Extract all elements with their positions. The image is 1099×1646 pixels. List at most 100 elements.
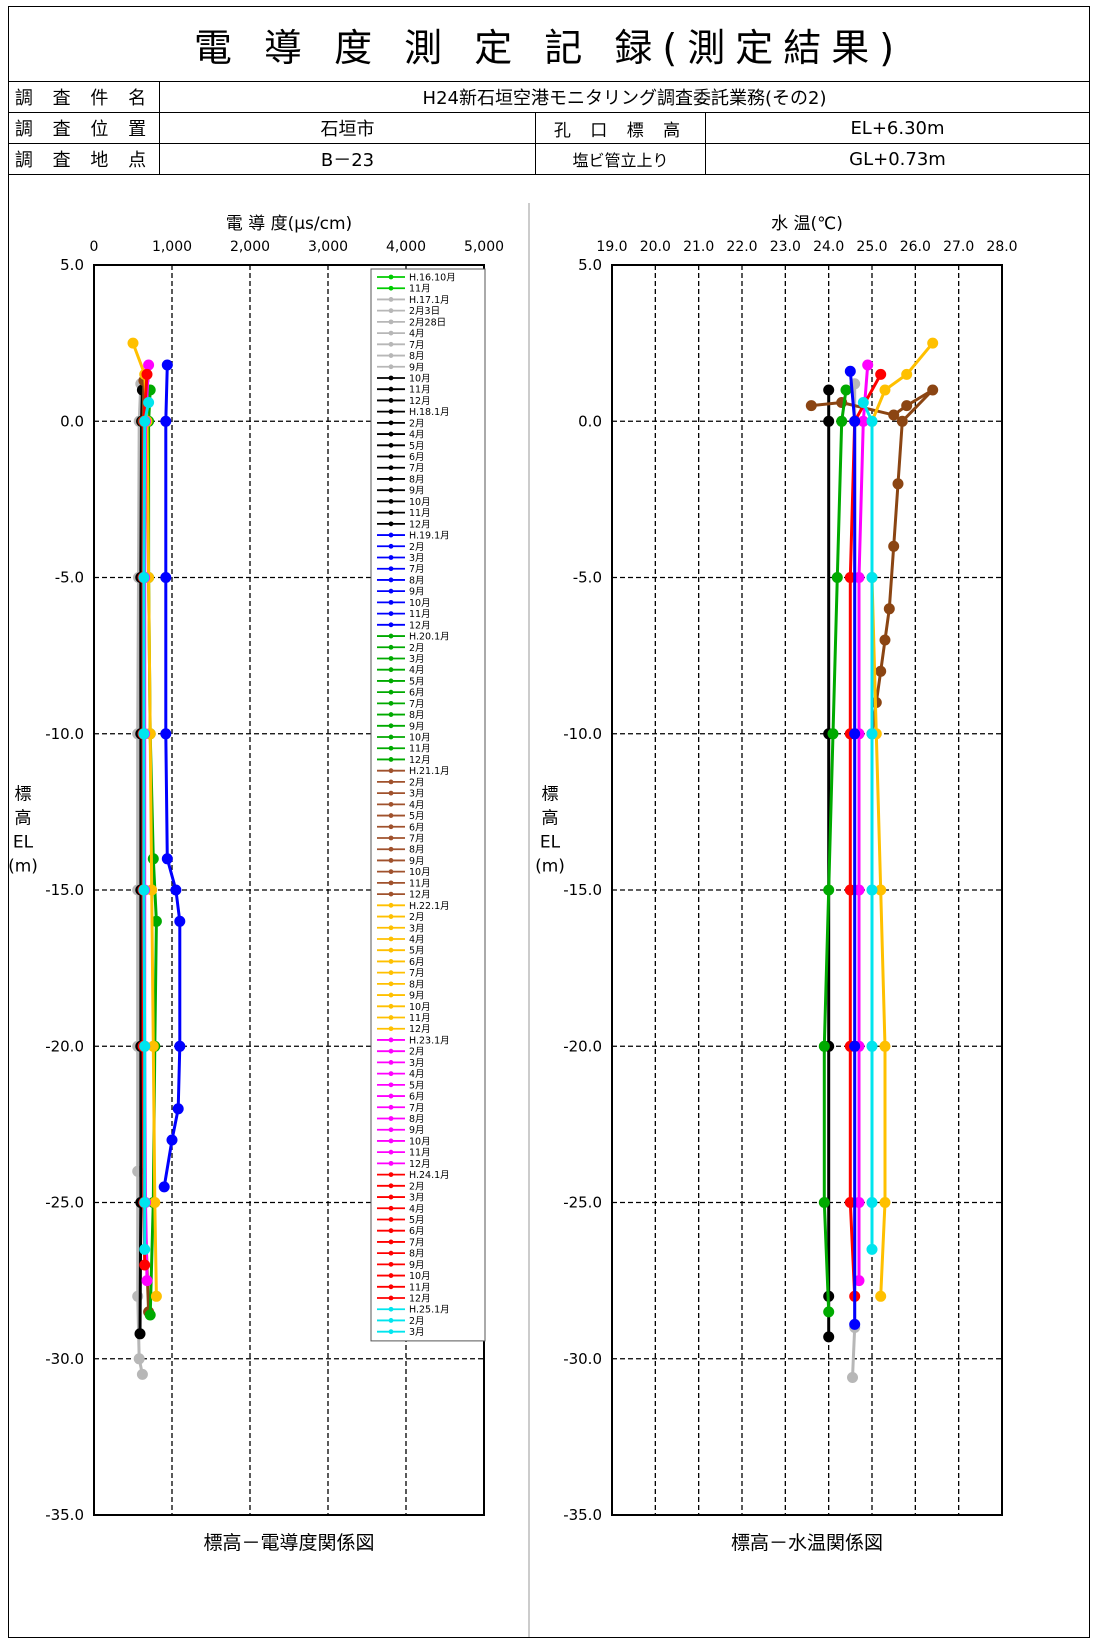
data-point [866,415,878,427]
legend-label: 12月 [409,1159,431,1170]
data-point [139,1243,151,1255]
survey-location-value: 石垣市 [159,113,535,143]
legend-marker [388,1060,394,1065]
legend-label: 12月 [409,396,431,407]
legend-marker [388,835,394,841]
legend-marker [388,947,394,953]
legend-marker [388,364,394,370]
legend-marker [388,1217,394,1222]
legend-label: 12月 [409,519,431,530]
legend-label: H.23.1月 [409,1035,450,1046]
data-point [831,572,843,583]
legend-label: 3月 [409,654,425,665]
collar-elevation-label: 孔 口 標 高 [535,113,705,143]
legend-label: 11月 [409,1148,431,1159]
legend-label: 2月28日 [409,317,446,328]
data-point [866,1243,878,1255]
row-survey-name: 調 査 件 名 H24新石垣空港モニタリング調査委託業務(その2) [9,82,1089,113]
legend-marker [388,622,394,628]
x-tick-label: 20.0 [640,239,671,255]
data-point [161,853,173,865]
y-axis-title: EL [13,833,34,853]
data-point [139,415,151,427]
legend-label: 5月 [409,441,425,452]
pipe-riser-label: 塩ビ管立上り [535,144,705,174]
data-point [849,415,861,427]
data-point [127,337,139,349]
y-tick-label: -35.0 [563,1506,602,1524]
legend-label: 9月 [409,362,425,373]
legend-label: 9月 [409,1125,425,1136]
x-tick-label: 25.0 [856,239,887,255]
legend-marker [388,1194,394,1200]
survey-name-value: H24新石垣空港モニタリング調査委託業務(その2) [159,82,1089,112]
data-point [927,337,939,349]
data-point [840,384,852,396]
legend-marker [388,465,394,471]
collar-elevation-value: EL+6.30m [705,113,1089,143]
data-point [174,915,186,927]
plot-frame [611,264,1003,1516]
data-point [888,409,900,421]
legend-marker [388,1015,394,1020]
legend-label: 12月 [409,620,431,631]
legend-marker [388,1183,394,1189]
data-point [849,1040,861,1052]
legend-label: 7月 [409,340,425,351]
legend-marker [388,386,394,392]
data-point [170,884,182,896]
legend-label: 4月 [409,430,425,441]
legend-marker [388,442,394,448]
legend-label: 2月 [409,1181,425,1192]
series-line [136,383,144,1375]
legend-marker [388,555,394,560]
data-point [879,384,891,396]
legend-label: 5月 [409,1215,425,1226]
data-point [172,1103,184,1115]
legend-label: 3月 [409,1193,425,1204]
data-point [875,1290,887,1302]
legend-label: 11月 [409,878,431,889]
series-line [822,389,848,1312]
y-tick-label: 0.0 [578,412,602,430]
x-tick-label: 5,000 [464,239,504,255]
legend-marker [388,487,394,493]
legend-marker [388,1149,394,1155]
data-point [896,415,908,427]
legend-marker [388,644,394,650]
series-line [857,364,870,1281]
legend-marker [388,801,394,807]
legend-label: 7月 [409,564,425,575]
legend-marker [388,891,394,897]
data-point [158,1181,170,1193]
legend-label: 11月 [409,508,431,519]
legend-marker [388,858,394,863]
legend-marker [388,1284,394,1290]
data-point [879,1197,891,1208]
data-point [133,1353,145,1365]
data-point [866,1197,878,1208]
legend-marker [388,543,394,549]
legend-label: 10月 [409,598,431,609]
data-point [166,1134,178,1146]
legend-marker [388,779,394,785]
legend-marker [388,1037,394,1043]
legend-label: H.21.1月 [409,766,450,777]
legend-label: 9月 [409,486,425,497]
legend-label: 10月 [409,373,431,384]
y-tick-label: -15.0 [45,881,84,899]
legend-label: 10月 [409,1002,431,1013]
data-point [901,400,913,412]
data-point [875,665,887,677]
record-sheet: 電 導 度 測 定 記 録(測定結果) 調 査 件 名 H24新石垣空港モニタリ… [8,6,1090,1638]
survey-name-label: 調 査 件 名 [14,88,154,109]
data-point [849,728,861,740]
legend-label: 2月 [409,1316,425,1327]
data-point [849,1318,861,1330]
data-point [805,400,817,412]
y-axis-title: 高 [15,809,32,829]
y-tick-label: 0.0 [60,412,84,430]
legend-label: 7月 [409,699,425,710]
chart-title: 標高－水温関係図 [731,1532,883,1554]
legend-label: 11月 [409,284,431,295]
